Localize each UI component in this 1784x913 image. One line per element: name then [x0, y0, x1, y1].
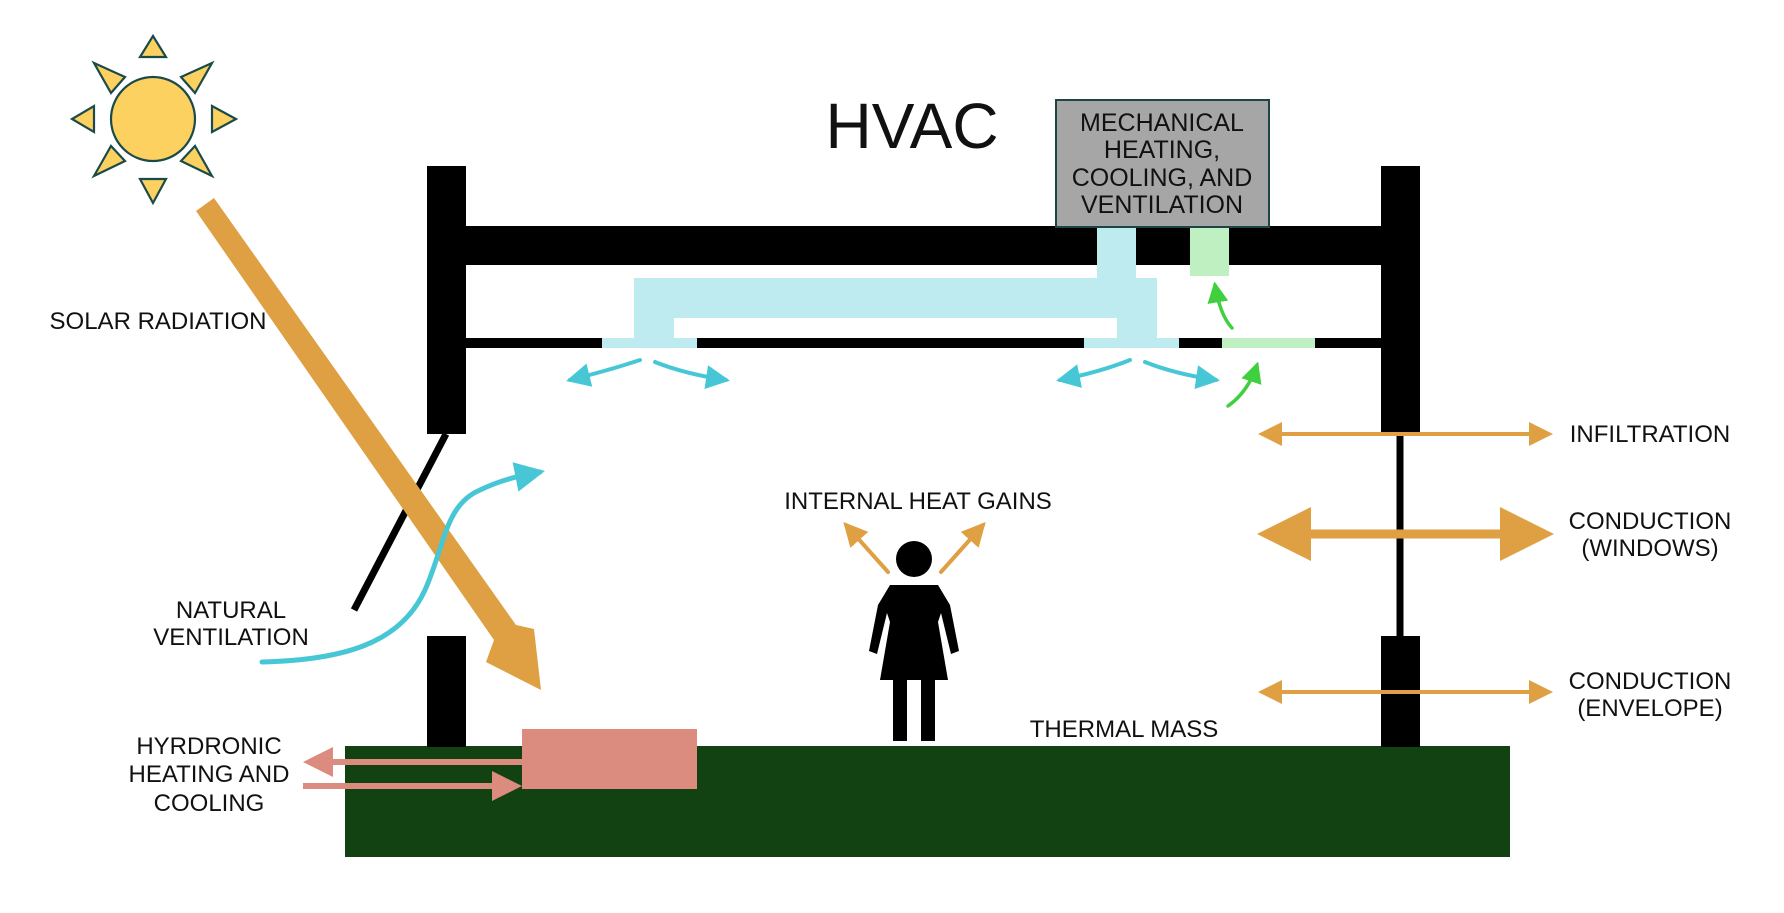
heat-gain-arrow-left [843, 522, 890, 574]
return-air-arrows [1207, 281, 1262, 408]
sun-disc [109, 75, 197, 163]
person-leg-right [921, 679, 935, 741]
supply-duct-drop-right [1117, 278, 1157, 338]
return-air-arrow-lower [1226, 361, 1262, 408]
mechanical-unit-box [1055, 99, 1270, 228]
supply-air-arrow-2 [653, 360, 730, 389]
supply-diffuser-left [602, 338, 697, 348]
mechanical-unit-label-1: MECHANICAL [1080, 109, 1244, 137]
right-wall-upper [1381, 166, 1420, 434]
sun-ray [138, 177, 168, 206]
mechanical-unit-label-2: HEATING, [1104, 136, 1220, 164]
sun-ray [69, 104, 96, 134]
roof-beam [427, 226, 1420, 265]
internal-heat-gains-label: INTERNAL HEAT GAINS [784, 488, 1052, 515]
left-wall-lower [427, 636, 466, 747]
conduction-envelope-label-2: (ENVELOPE) [1577, 695, 1722, 722]
supply-duct-riser [1097, 226, 1136, 280]
return-air-arrow-upper [1207, 281, 1234, 330]
conduction-windows-label-2: (WINDOWS) [1581, 535, 1718, 562]
return-grille [1222, 338, 1315, 348]
hydronic-label-2: HEATING AND [129, 761, 290, 788]
supply-air-arrow-3 [1056, 358, 1132, 388]
open-window-sash [350, 432, 450, 612]
natural-ventilation-label-1: NATURAL [176, 597, 286, 624]
supply-duct-main [634, 278, 1156, 318]
thermal-mass-label: THERMAL MASS [1030, 716, 1218, 743]
solar-radiation-label: SOLAR RADIATION [50, 308, 267, 335]
mechanical-unit-label-3: COOLING, AND [1072, 164, 1253, 192]
diagram-title: HVAC [825, 90, 998, 162]
person-head [896, 541, 932, 577]
sun-icon [69, 33, 239, 206]
person-torso [869, 585, 959, 680]
hydronic-label-1: HYRDRONIC [136, 733, 281, 760]
solar-radiation-arrow [196, 198, 541, 690]
sun-ray [138, 33, 168, 59]
sun-ray [91, 144, 127, 179]
natural-ventilation-label-2: VENTILATION [153, 624, 309, 651]
return-duct [1190, 226, 1229, 276]
natural-ventilation-arrow [259, 462, 545, 665]
supply-air-arrows [566, 358, 1220, 389]
sun-ray [210, 104, 239, 134]
person-leg-left [893, 679, 907, 741]
supply-air-arrow-1 [566, 358, 642, 387]
supply-diffuser-right [1084, 338, 1179, 348]
mechanical-unit-label-4: VENTILATION [1081, 191, 1243, 219]
infiltration-label: INFILTRATION [1570, 421, 1730, 448]
sun-ray [179, 144, 215, 179]
ceiling-line [466, 338, 1381, 348]
supply-duct [602, 226, 1179, 348]
sun-ray [91, 60, 127, 95]
conduction-envelope-label-1: CONDUCTION [1569, 668, 1732, 695]
conduction-windows-label-1: CONDUCTION [1569, 508, 1732, 535]
heat-gain-arrow-right [939, 522, 986, 574]
left-wall-upper [427, 166, 466, 434]
person-icon [869, 541, 959, 741]
internal-heat-gain-arrows [843, 522, 986, 574]
hydronic-panel [522, 729, 697, 789]
hydronic-label-3: COOLING [154, 790, 265, 817]
supply-duct-drop-left [634, 278, 674, 338]
sun-ray [179, 60, 215, 95]
supply-air-arrow-4 [1143, 360, 1220, 389]
